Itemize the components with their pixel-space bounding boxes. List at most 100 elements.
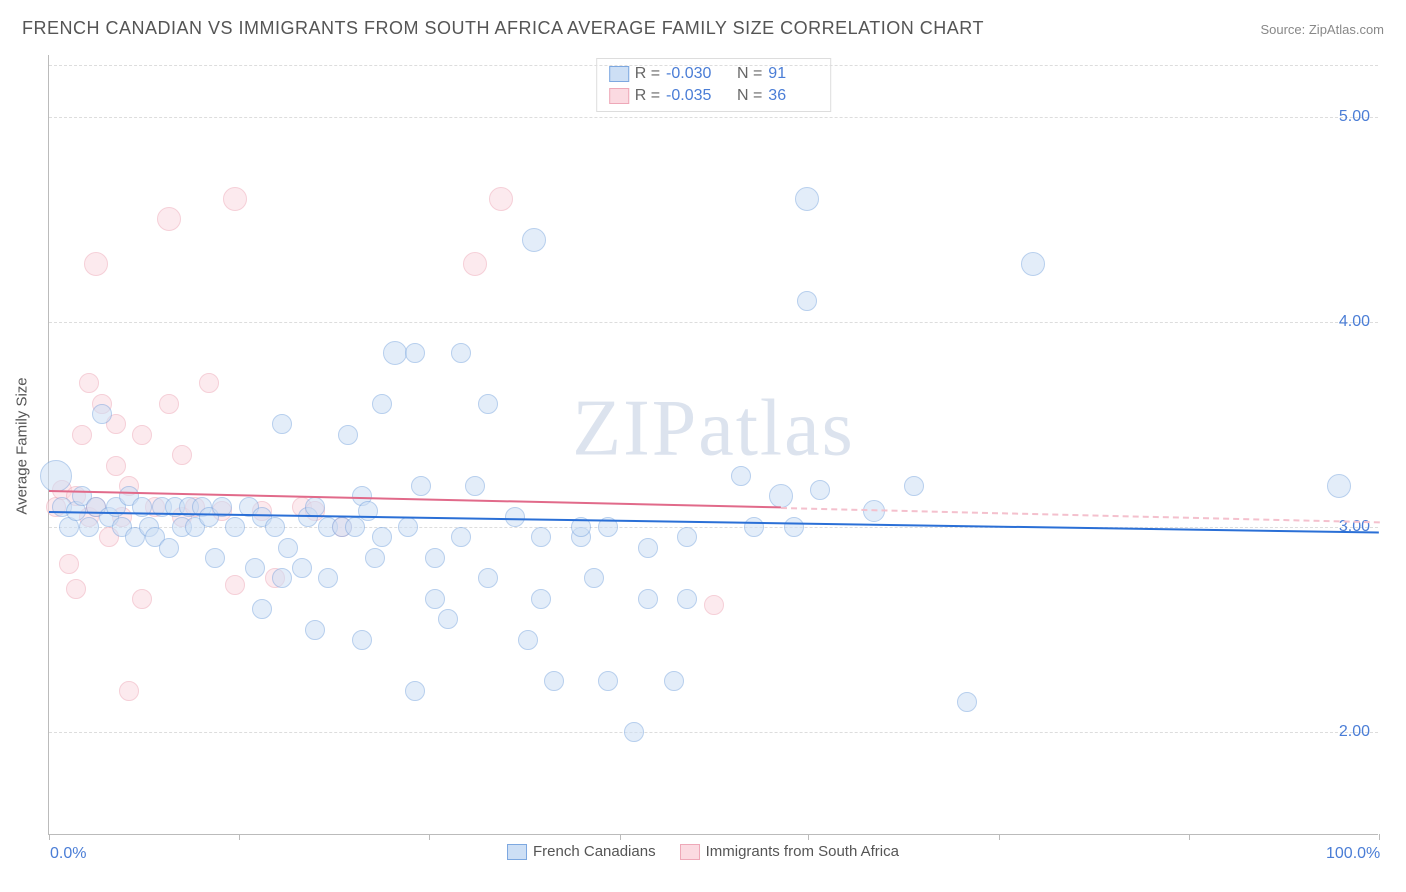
- marker-blue: [810, 480, 830, 500]
- gridline: [49, 65, 1378, 66]
- legend-row: R = -0.030 N = 91: [609, 63, 819, 85]
- y-tick-label: 4.00: [1339, 313, 1370, 331]
- legend-row: R = -0.035 N = 36: [609, 85, 819, 107]
- marker-blue: [345, 517, 365, 537]
- marker-blue: [438, 609, 458, 629]
- marker-blue: [159, 538, 179, 558]
- x-tick-mark: [999, 834, 1000, 840]
- marker-pink: [199, 373, 219, 393]
- source-label: Source: ZipAtlas.com: [1260, 22, 1384, 37]
- y-tick-label: 2.00: [1339, 723, 1370, 741]
- marker-blue: [598, 671, 618, 691]
- chart-title: FRENCH CANADIAN VS IMMIGRANTS FROM SOUTH…: [22, 18, 984, 39]
- trend-line: [49, 511, 1379, 534]
- marker-blue: [265, 517, 285, 537]
- legend-label: Immigrants from South Africa: [706, 843, 899, 860]
- gridline: [49, 117, 1378, 118]
- marker-blue: [531, 589, 551, 609]
- marker-pink: [59, 554, 79, 574]
- legend-r-value: -0.035: [666, 87, 716, 105]
- marker-pink: [704, 595, 724, 615]
- marker-pink: [132, 425, 152, 445]
- marker-blue: [372, 527, 392, 547]
- marker-blue: [425, 548, 445, 568]
- x-tick-mark: [1379, 834, 1380, 840]
- marker-blue: [338, 425, 358, 445]
- marker-blue: [365, 548, 385, 568]
- marker-blue: [411, 476, 431, 496]
- marker-pink: [79, 373, 99, 393]
- marker-blue: [518, 630, 538, 650]
- marker-blue: [677, 589, 697, 609]
- series-legend: French CanadiansImmigrants from South Af…: [507, 843, 899, 860]
- marker-pink: [489, 187, 513, 211]
- legend-swatch: [507, 844, 527, 860]
- marker-blue: [305, 620, 325, 640]
- marker-blue: [252, 599, 272, 619]
- marker-blue: [40, 460, 72, 492]
- gridline: [49, 322, 1378, 323]
- marker-pink: [172, 445, 192, 465]
- marker-blue: [624, 722, 644, 742]
- legend-swatch: [609, 88, 629, 104]
- marker-blue: [797, 291, 817, 311]
- marker-blue: [1327, 474, 1351, 498]
- x-axis-min-label: 0.0%: [50, 845, 86, 863]
- marker-blue: [398, 517, 418, 537]
- marker-blue: [769, 484, 793, 508]
- marker-pink: [157, 207, 181, 231]
- legend-r-label: R =: [635, 87, 660, 105]
- marker-blue: [352, 630, 372, 650]
- marker-pink: [72, 425, 92, 445]
- x-tick-mark: [239, 834, 240, 840]
- marker-blue: [405, 681, 425, 701]
- x-tick-mark: [808, 834, 809, 840]
- marker-blue: [584, 568, 604, 588]
- marker-blue: [205, 548, 225, 568]
- scatter-plot-area: ZIPatlas R =-0.030 N =91R =-0.035 N =36 …: [48, 55, 1378, 835]
- marker-blue: [664, 671, 684, 691]
- marker-pink: [132, 589, 152, 609]
- marker-blue: [245, 558, 265, 578]
- marker-blue: [638, 589, 658, 609]
- marker-blue: [744, 517, 764, 537]
- legend-n-label: N =: [737, 87, 762, 105]
- legend-item: Immigrants from South Africa: [680, 843, 899, 860]
- y-axis-label: Average Family Size: [14, 377, 31, 514]
- x-tick-mark: [620, 834, 621, 840]
- legend-r-value: -0.030: [666, 65, 716, 83]
- legend-n-value: 91: [768, 65, 818, 83]
- gridline: [49, 732, 1378, 733]
- marker-pink: [159, 394, 179, 414]
- x-tick-mark: [429, 834, 430, 840]
- marker-blue: [478, 394, 498, 414]
- marker-blue: [957, 692, 977, 712]
- marker-blue: [372, 394, 392, 414]
- marker-blue: [425, 589, 445, 609]
- marker-pink: [225, 575, 245, 595]
- marker-pink: [119, 681, 139, 701]
- y-tick-label: 5.00: [1339, 108, 1370, 126]
- marker-pink: [223, 187, 247, 211]
- marker-blue: [784, 517, 804, 537]
- legend-n-value: 36: [768, 87, 818, 105]
- marker-blue: [677, 527, 697, 547]
- marker-pink: [106, 456, 126, 476]
- marker-blue: [505, 507, 525, 527]
- x-axis-max-label: 100.0%: [1326, 845, 1380, 863]
- marker-blue: [795, 187, 819, 211]
- marker-blue: [272, 568, 292, 588]
- marker-blue: [405, 343, 425, 363]
- marker-blue: [638, 538, 658, 558]
- legend-r-label: R =: [635, 65, 660, 83]
- marker-blue: [478, 568, 498, 588]
- marker-blue: [318, 568, 338, 588]
- marker-blue: [451, 343, 471, 363]
- marker-blue: [278, 538, 298, 558]
- legend-n-label: N =: [737, 65, 762, 83]
- watermark-text: ZIPatlas: [572, 383, 855, 474]
- marker-blue: [92, 404, 112, 424]
- legend-swatch: [680, 844, 700, 860]
- legend-swatch: [609, 66, 629, 82]
- marker-blue: [292, 558, 312, 578]
